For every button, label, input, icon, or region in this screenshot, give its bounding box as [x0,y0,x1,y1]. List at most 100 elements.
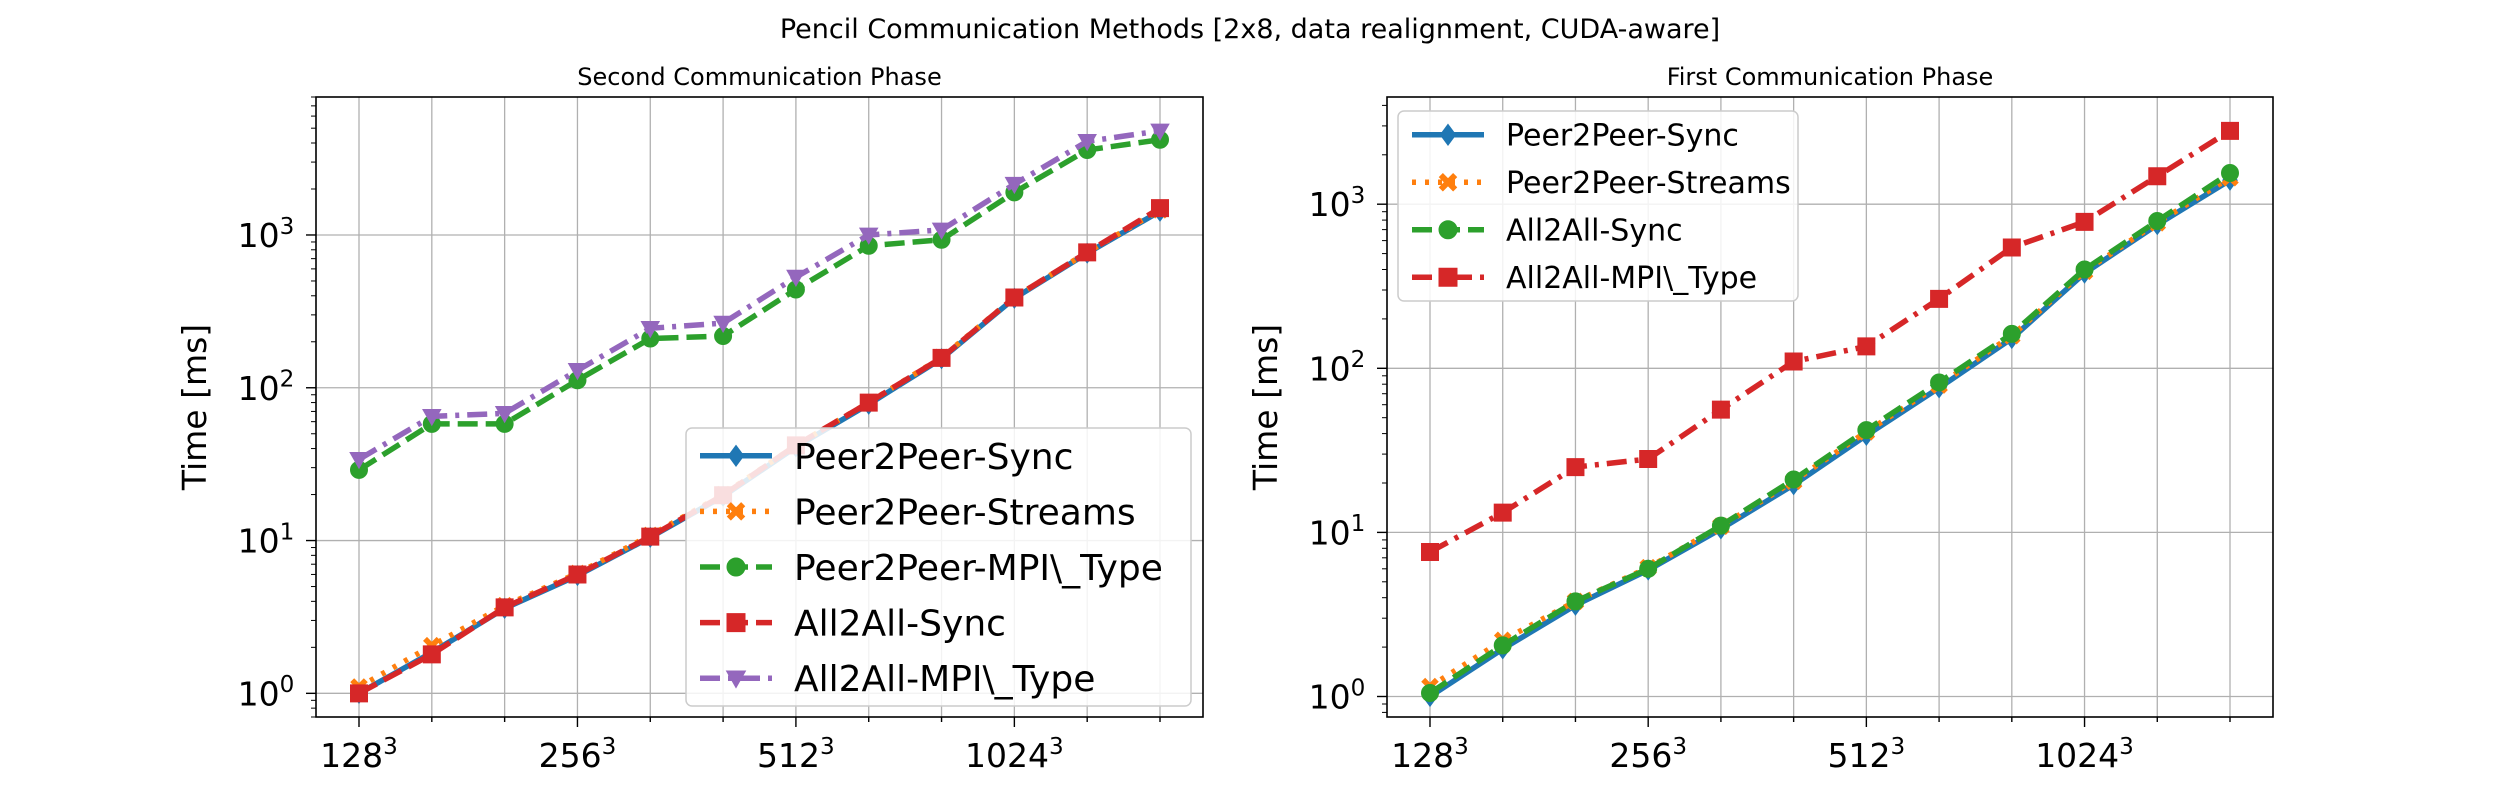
x-tick-label: 1283 [1391,734,1469,775]
series-4 [349,123,1170,470]
y-tick-label: 103 [1309,183,1366,224]
plot-frame [315,96,1204,718]
data-point [1784,470,1803,489]
data-point [2075,260,2094,279]
y-tick-label: 101 [238,519,295,560]
x-tick-label: 10243 [965,734,1064,775]
data-point [1566,458,1585,477]
data-point [2148,167,2167,186]
legend: Peer2Peer-Sync Peer2Peer-Streams All2All-S… [1397,110,1799,302]
data-point [1493,636,1512,655]
chart-title: First Communication Phase [1667,63,1994,91]
data-point [568,565,587,584]
data-point [1151,199,1169,218]
data-point [786,269,806,288]
data-point [931,222,952,240]
data-point [567,363,588,381]
plot-frame [1386,96,2274,718]
legend-marker [1438,220,1458,240]
series-line [1428,170,2232,696]
legend-marker [1439,123,1457,146]
legend-label: Peer2Peer-Sync [794,437,1073,478]
data-point [1004,176,1025,195]
x-tick-label: 2563 [1609,734,1687,775]
data-point [1566,592,1585,611]
legend-label: All2All-MPI\_Type [794,659,1095,700]
data-point [1930,289,1949,308]
y-tick-label: 103 [238,214,295,255]
data-point [932,348,951,367]
data-point [349,452,369,470]
data-point [1930,373,1949,392]
legend-label: All2All-MPI\_Type [1506,261,1757,296]
y-tick-label: 100 [1309,675,1366,716]
x-tick-label: 5123 [757,734,835,775]
data-point [1711,516,1730,535]
data-point [640,321,661,339]
data-point [1857,337,1876,356]
x-tick-label: 5123 [1828,734,1906,775]
y-tick-label: 100 [238,672,295,713]
legend-marker [726,502,746,521]
chart-panel-right: 1283 2563 5123 10243 100 101 102 103 First Commu… [1246,63,2274,775]
chart-panel-left: 1283 2563 5123 10243 100 101 102 103 Second Comm… [175,63,1204,775]
series-2 [1421,163,2239,703]
data-point [2221,121,2239,140]
legend-label: All2All-Sync [794,604,1006,645]
legend-label: Peer2Peer-Sync [1506,119,1739,154]
data-point [1711,400,1730,419]
data-point [1077,134,1097,152]
legend: Peer2Peer-Sync Peer2Peer-Streams Peer2Peer… [685,427,1192,707]
data-point [1078,243,1097,262]
series-line [357,137,1161,473]
data-point [859,393,878,412]
legend-marker [1438,172,1458,192]
y-tick-label: 101 [1309,511,1366,552]
legend-marker [1438,267,1458,287]
x-tick-label: 10243 [2035,734,2134,775]
chart-title: Second Communication Phase [577,63,941,91]
data-point [495,598,514,617]
data-point [1150,123,1170,141]
data-point [1005,288,1024,307]
y-axis-label: Time [ms] [175,324,214,491]
data-point [350,684,368,703]
data-point [1493,503,1512,522]
data-point [2075,212,2094,231]
figure-title: Pencil Communication Methods [2x8, data … [780,14,1720,45]
legend-label: Peer2Peer-Streams [1506,166,1791,201]
legend-marker [726,557,746,577]
data-point [1784,352,1803,371]
data-point [422,409,442,427]
data-point [2002,238,2021,257]
legend-marker [727,444,745,467]
series-line [357,128,1161,462]
series-3 [1421,121,2239,561]
data-point [858,227,879,245]
data-point [1639,450,1658,469]
legend-label: All2All-Sync [1506,214,1683,249]
data-point [2148,211,2167,230]
legend-label: Peer2Peer-Streams [794,492,1136,533]
legend-box [1397,110,1799,302]
x-tick-label: 1283 [320,734,398,775]
y-tick-label: 102 [238,367,295,408]
data-point [641,527,660,546]
data-point [494,406,515,424]
legend-label: Peer2Peer-MPI\_Type [794,548,1163,589]
legend-marker [725,670,747,689]
series-line [1428,177,2232,699]
data-point [2221,163,2239,182]
data-point [1421,684,1439,703]
data-point [422,645,441,664]
data-point [1421,542,1439,561]
data-point [2002,324,2021,343]
x-tick-label: 2563 [539,734,617,775]
legend-box [685,427,1192,707]
y-tick-label: 102 [1309,347,1366,388]
y-axis-label: Time [ms] [1246,324,1285,491]
data-point [1857,421,1876,440]
data-point [1639,559,1658,578]
